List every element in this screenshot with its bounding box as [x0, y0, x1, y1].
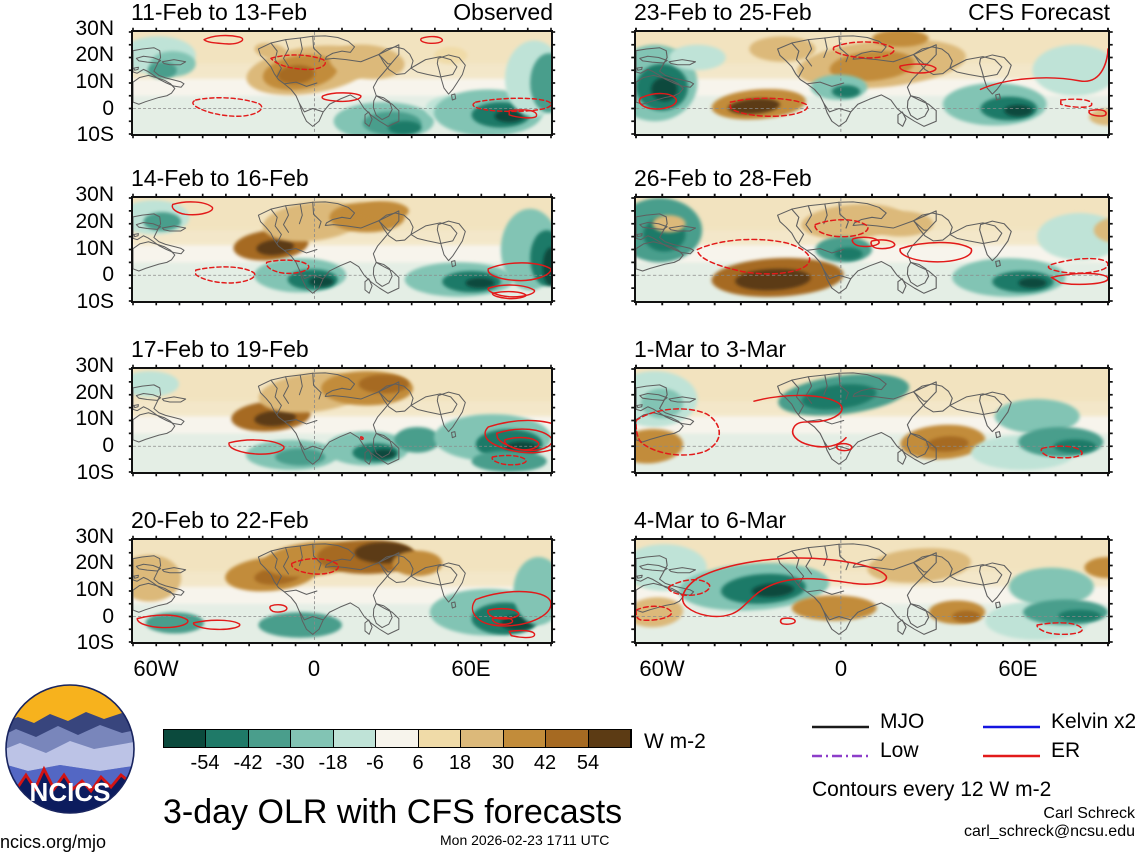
svg-text:NCICS: NCICS [30, 777, 111, 807]
